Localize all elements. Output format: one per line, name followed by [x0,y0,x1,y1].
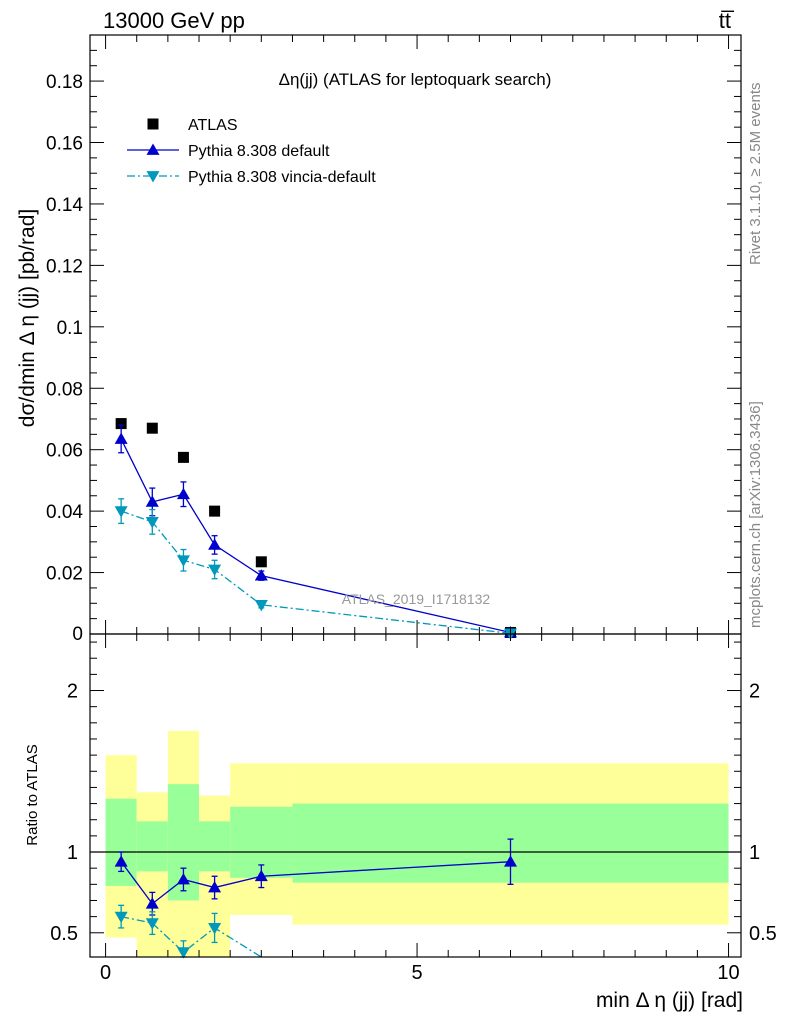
main-ytick-label-4: 0.1 [57,318,83,339]
main-point-0-3 [209,505,221,517]
axes: 0.02 0.04 0.06 0.08 0.1 0.12 0.14 0.16 0.18 0 0.5 0… [46,34,777,984]
main-point-1-3 [208,538,222,550]
ratio-point-1-2 [176,947,190,959]
ratio-point-0-1 [145,897,159,909]
ratio-bands [90,730,741,957]
legend-marker-0 [147,118,159,130]
main-ytick-label-8: 0.18 [46,72,83,93]
legend-label-1: Pythia 8.308 default [188,143,330,160]
x-axis-label: min Δ η (jj) [rad] [596,989,743,1012]
ratio-band-green-3 [199,821,231,872]
main-point-1-1 [145,495,159,507]
ratio-band-green-1 [136,821,168,872]
ratio-point-0-0 [114,855,128,867]
main-point-1-0 [114,432,128,444]
main-point-0-4 [255,556,267,568]
rivet-label: Rivet 3.1.10, ≥ 2.5M events [747,83,764,266]
main-point-2-1 [145,517,159,529]
main-point-2-0 [114,506,128,518]
ratio-ytick-label-1: 1 [67,842,78,864]
ratio-line-1 [121,915,262,958]
ratio-point-0-3 [208,881,222,893]
ratio-point-0-2 [176,872,190,885]
legend-marker-2 [146,171,160,183]
ratio-point-1-1 [145,918,159,930]
analysis-watermark: ATLAS_2019_I1718132 [342,591,491,607]
main-point-0-2 [177,451,189,463]
main-ytick-label-6: 0.14 [46,195,83,216]
main-ytick-label-0: 0.02 [46,564,83,585]
ratio-point-1-0 [114,911,128,924]
main-point-1-2 [176,487,190,500]
main-ytick-label-3: 0.08 [46,379,83,400]
ratio-frame [89,633,742,958]
ratio-point-1-3 [208,923,222,935]
ratio-ytick-label-2: 2 [67,681,78,703]
main-point-0-0 [115,418,127,430]
ratio-point-0-5 [504,855,518,867]
main-point-1-4 [254,569,268,581]
ratio-ytick-label-0: 0.5 [50,923,78,945]
main-line-1 [120,438,511,634]
main-point-2-2 [176,555,190,567]
xtick-label-2: 10 [717,962,739,984]
main-y-axis-label: dσ/dmin Δ η (jj) [pb/rad] [16,209,39,427]
main-ytick-zero-label: 0 [72,624,83,645]
main-point-0-1 [146,422,158,434]
chart-title: Δη(jj) (ATLAS for leptoquark search) [279,70,552,89]
ratio-ytick-label-right-2: 2 [749,681,760,703]
ratio-ytick-label-right-0: 0.5 [749,923,777,945]
main-point-2-3 [208,564,222,576]
ratio-line-0 [120,861,511,905]
legend-marker-1 [146,143,160,155]
main-point-2-4 [254,599,268,612]
ratio-y-axis-label: Ratio to ATLAS [24,744,41,845]
legend-label-2: Pythia 8.308 vincia-default [188,169,376,186]
ratio-ytick-label-right-1: 1 [749,842,760,864]
main-line-2 [120,510,511,635]
ratio-series [114,838,518,959]
main-ytick-label-1: 0.04 [46,502,83,523]
legend: ATLAS Pythia 8.308 default Pythia 8.308 vi… [127,117,376,186]
main-ytick-label-7: 0.16 [46,134,83,155]
main-ytick-label-5: 0.12 [46,256,83,277]
ratio-point-0-4 [254,869,268,882]
ratio-band-green-0 [105,798,137,886]
process-label: tt̅ [719,8,735,33]
xtick-label-1: 5 [411,962,422,984]
mcplots-label: mcplots.cern.ch [arXiv:1306.3436] [747,401,764,628]
legend-label-0: ATLAS [188,117,238,134]
energy-label: 13000 GeV pp [103,8,245,33]
main-ytick-label-2: 0.06 [46,441,83,462]
xtick-label-0: 0 [100,962,111,984]
